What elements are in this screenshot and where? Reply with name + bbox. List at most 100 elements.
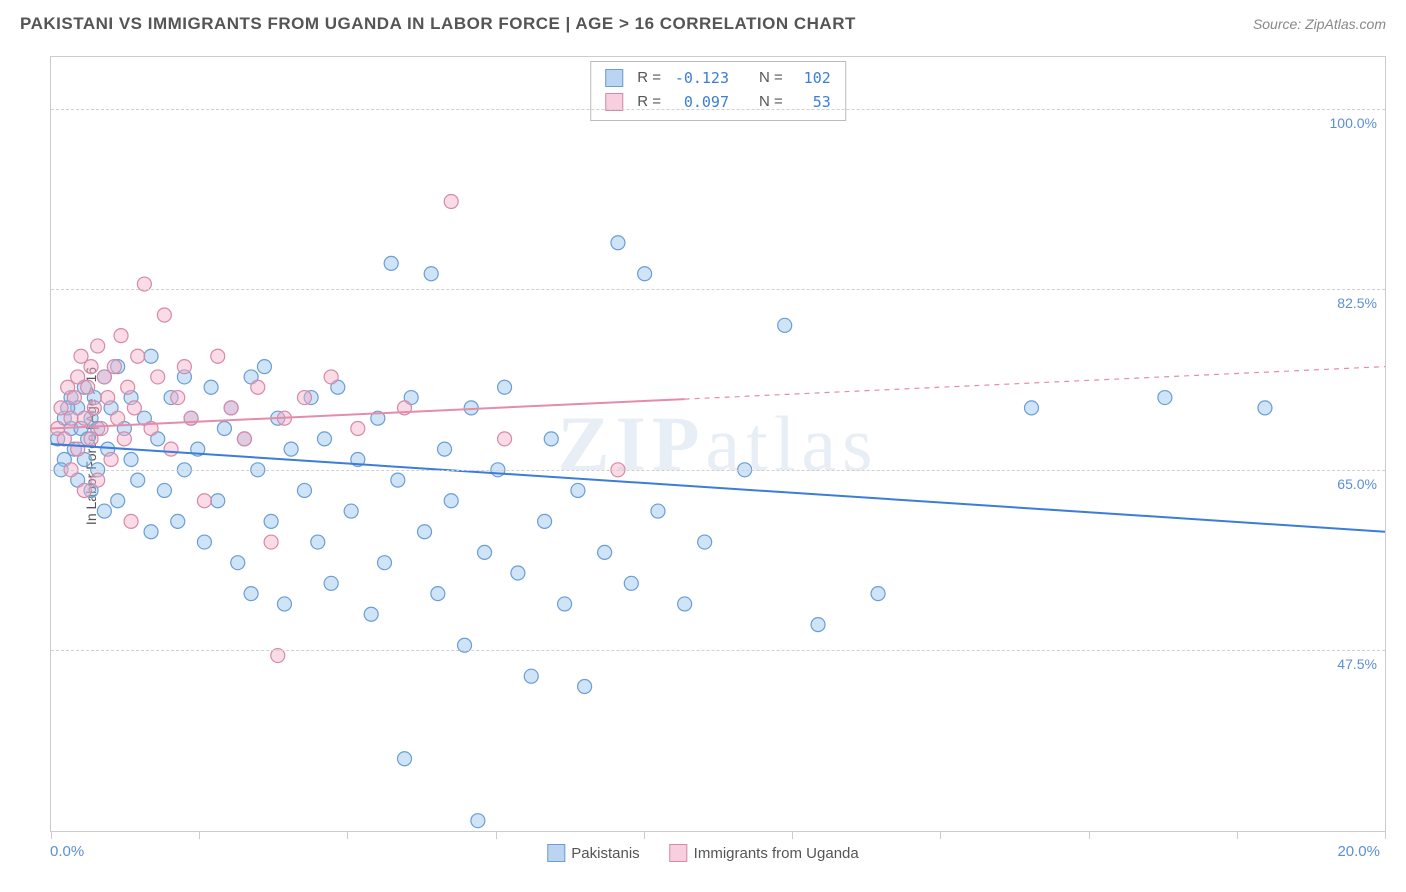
title-bar: PAKISTANI VS IMMIGRANTS FROM UGANDA IN L… [0,0,1406,42]
data-point [101,391,115,405]
data-point [111,494,125,508]
data-point [84,360,98,374]
data-point [217,422,231,436]
stats-row: R =-0.123N =102 [605,66,831,90]
data-point [1158,391,1172,405]
data-point [97,504,111,518]
data-point [297,391,311,405]
data-point [64,411,78,425]
stat-r-label: R = [637,90,661,114]
data-point [297,483,311,497]
data-point [431,587,445,601]
y-tick-label: 82.5% [1337,295,1377,311]
legend-item-pakistanis: Pakistanis [547,844,639,862]
data-point [317,432,331,446]
trend-line [51,444,1385,532]
data-point [124,452,138,466]
data-point [324,576,338,590]
x-tick [940,831,941,839]
data-point [211,494,225,508]
stat-n-value: 53 [791,90,831,114]
data-point [104,452,118,466]
x-tick [644,831,645,839]
data-point [344,504,358,518]
data-point [121,380,135,394]
data-point [197,535,211,549]
data-point [211,349,225,363]
data-point [524,669,538,683]
data-point [157,483,171,497]
data-point [678,597,692,611]
data-point [94,422,108,436]
chart-plot-area: ZIPatlas R =-0.123N =102R =0.097N =53 47… [50,56,1386,832]
data-point [151,370,165,384]
data-point [67,391,81,405]
data-point [157,308,171,322]
data-point [598,545,612,559]
stats-row: R =0.097N =53 [605,90,831,114]
legend-swatch-blue [547,844,565,862]
x-tick [347,831,348,839]
data-point [177,360,191,374]
data-point [311,535,325,549]
y-tick-label: 47.5% [1337,656,1377,672]
data-point [811,618,825,632]
x-tick [1237,831,1238,839]
scatter-plot-svg [51,57,1385,831]
gridline-horizontal [51,289,1385,290]
data-point [231,556,245,570]
data-point [131,473,145,487]
data-point [398,752,412,766]
source-attribution: Source: ZipAtlas.com [1253,16,1386,32]
data-point [478,545,492,559]
data-point [171,514,185,528]
data-point [264,535,278,549]
data-point [424,267,438,281]
data-point [384,256,398,270]
data-point [164,442,178,456]
data-point [257,360,271,374]
x-tick [1385,831,1386,839]
data-point [204,380,218,394]
legend-swatch-pink [670,844,688,862]
data-point [324,370,338,384]
chart-title: PAKISTANI VS IMMIGRANTS FROM UGANDA IN L… [20,14,856,34]
y-tick-label: 100.0% [1330,115,1377,131]
data-point [471,814,485,828]
stat-r-value: -0.123 [669,66,729,90]
data-point [778,318,792,332]
correlation-stats-box: R =-0.123N =102R =0.097N =53 [590,61,846,121]
data-point [114,329,128,343]
data-point [871,587,885,601]
data-point [558,597,572,611]
x-axis-max-label: 20.0% [1337,843,1380,860]
data-point [224,401,238,415]
series-legend: Pakistanis Immigrants from Uganda [547,844,858,862]
legend-item-uganda: Immigrants from Uganda [670,844,859,862]
data-point [364,607,378,621]
data-point [251,380,265,394]
data-point [651,504,665,518]
data-point [244,587,258,601]
x-tick [51,831,52,839]
data-point [131,349,145,363]
data-point [698,535,712,549]
data-point [197,494,211,508]
legend-label: Immigrants from Uganda [694,845,859,862]
data-point [351,422,365,436]
data-point [144,349,158,363]
data-point [578,680,592,694]
gridline-horizontal [51,650,1385,651]
data-point [418,525,432,539]
data-point [624,576,638,590]
data-point [117,432,131,446]
data-point [498,380,512,394]
data-point [87,401,101,415]
data-point [277,597,291,611]
data-point [237,432,251,446]
data-point [498,432,512,446]
x-tick [496,831,497,839]
data-point [571,483,585,497]
stats-swatch [605,69,623,87]
data-point [438,442,452,456]
